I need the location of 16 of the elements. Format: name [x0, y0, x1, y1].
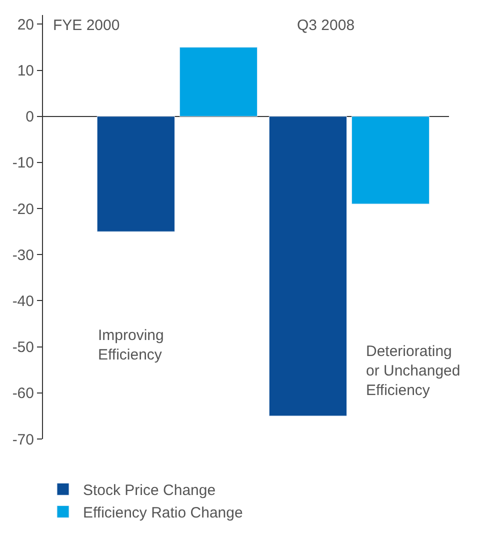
y-tick-label: -30	[12, 246, 34, 264]
y-tick-label: -70	[12, 431, 34, 448]
annotation: Q3 2008	[297, 17, 355, 34]
y-tick-label: -20	[12, 200, 34, 218]
y-tick-label: -10	[12, 154, 34, 172]
annotation: Deteriorating or Unchanged Efficiency	[366, 343, 460, 399]
y-tick-label: 10	[17, 62, 34, 80]
legend-label: Efficiency Ratio Change	[83, 504, 243, 522]
legend-label: Stock Price Change	[83, 482, 216, 500]
y-tick-label: 20	[17, 16, 34, 34]
y-tick-label: -60	[12, 385, 34, 402]
y-tick-label: -40	[12, 292, 34, 310]
annotation: Improving Efficiency	[98, 327, 164, 364]
y-tick-label: 0	[26, 108, 34, 126]
y-tick-label: -50	[12, 339, 34, 356]
annotation: FYE 2000	[53, 17, 120, 34]
